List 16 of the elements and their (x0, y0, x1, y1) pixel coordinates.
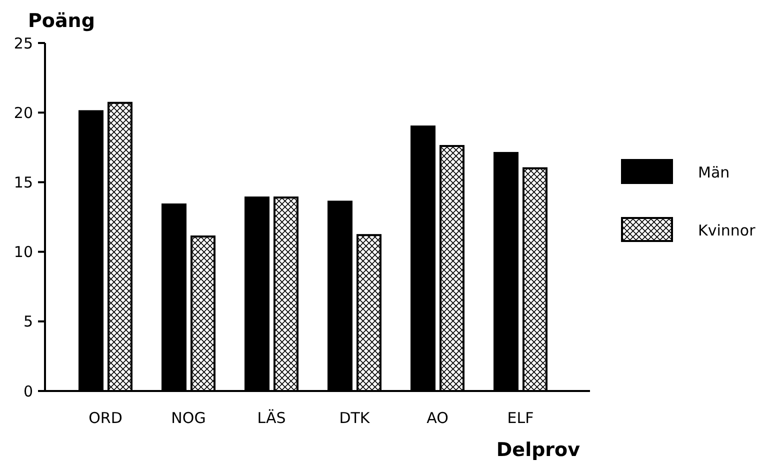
y-tick-label: 20 (14, 104, 33, 122)
y-tick-label: 0 (23, 382, 33, 400)
x-tick-label: LÄS (257, 409, 286, 427)
x-tick-label: AO (426, 409, 448, 427)
x-tick-label: DTK (339, 409, 371, 427)
x-axis-title: Delprov (496, 439, 581, 461)
legend-label: Män (698, 163, 730, 182)
y-tick-label: 10 (14, 243, 33, 262)
legend-label: Kvinnor (698, 221, 756, 240)
x-tick-label: ELF (507, 409, 534, 427)
y-tick-label: 5 (23, 312, 33, 331)
x-tick-label: NOG (171, 409, 206, 427)
y-tick-label: 15 (14, 173, 33, 192)
y-axis-title: Poäng (28, 10, 95, 32)
y-tick-label: 25 (14, 34, 33, 52)
x-tick-label: ORD (88, 409, 122, 427)
